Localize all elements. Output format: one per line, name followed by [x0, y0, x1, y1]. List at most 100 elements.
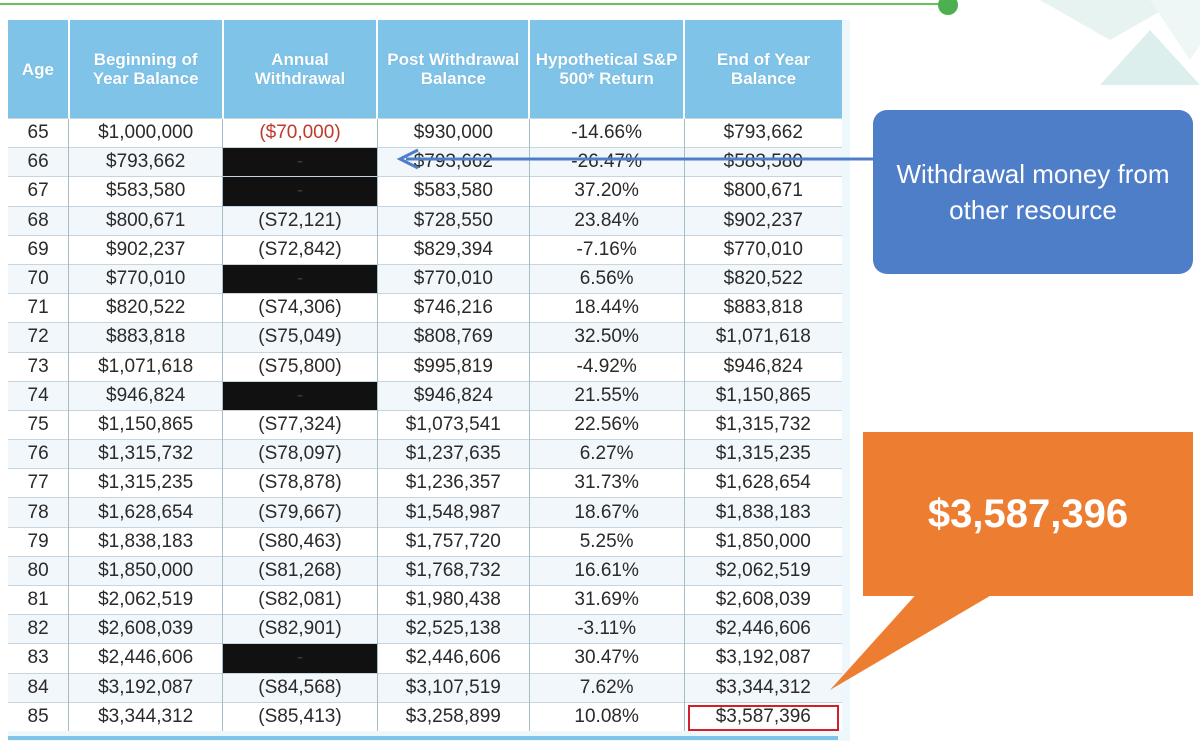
end-balance-cell: $946,824: [684, 351, 842, 382]
beginning-balance-cell: $793,662: [68, 147, 224, 177]
retirement-withdrawal-table: Age Beginning of Year Balance Annual Wit…: [8, 20, 842, 731]
table-row: 79 $1,838,183 (S80,463) $1,757,720 5.25% $1,8…: [8, 526, 842, 557]
return-cell: 10.08%: [529, 701, 685, 731]
post-withdrawal-cell: $1,073,541: [377, 409, 530, 440]
post-withdrawal-cell: $728,550: [377, 205, 530, 236]
beginning-balance-cell: $800,671: [68, 205, 224, 236]
table-row: 84 $3,192,087 (S84,568) $3,107,519 7.62% $3,3…: [8, 672, 842, 703]
post-withdrawal-cell: $583,580: [377, 176, 530, 207]
post-withdrawal-cell: $1,757,720: [377, 526, 530, 557]
withdrawal-cell: -: [222, 263, 378, 294]
withdrawal-cell: -: [222, 147, 378, 177]
header-beginning-balance: Beginning of Year Balance: [68, 20, 224, 119]
beginning-balance-cell: $946,824: [68, 380, 224, 411]
withdrawal-cell: (S85,413): [222, 701, 378, 731]
withdrawal-cell: (S79,667): [222, 497, 378, 528]
table-row: 70 $770,010- $770,010 6.56% $820,522: [8, 263, 842, 294]
age-cell: 67: [8, 176, 70, 207]
end-balance-cell: $2,446,606: [684, 614, 842, 644]
table-row: 74 $946,824- $946,824 21.55% $1,150,865: [8, 380, 842, 411]
end-balance-cell: $1,150,865: [684, 380, 842, 411]
withdrawal-cell: (S75,800): [222, 351, 378, 382]
withdrawal-cell: (S78,878): [222, 468, 378, 498]
return-cell: 30.47%: [529, 643, 685, 674]
end-balance-cell: $902,237: [684, 205, 842, 236]
beginning-balance-cell: $3,192,087: [68, 672, 224, 703]
table-header-row: Age Beginning of Year Balance Annual Wit…: [8, 20, 842, 119]
post-withdrawal-cell: $946,824: [377, 380, 530, 411]
post-withdrawal-cell: $930,000: [377, 117, 530, 148]
end-balance-cell: $1,315,732: [684, 409, 842, 440]
beginning-balance-cell: $902,237: [68, 234, 224, 265]
left-arrow-icon: [396, 148, 882, 170]
return-cell: -14.66%: [529, 117, 685, 148]
blue-callout-box: Withdrawal money from other resource: [873, 110, 1193, 274]
end-balance-cell: $820,522: [684, 263, 842, 294]
withdrawal-cell: (S81,268): [222, 555, 378, 586]
beginning-balance-cell: $1,838,183: [68, 526, 224, 557]
post-withdrawal-cell: $829,394: [377, 234, 530, 265]
retirement-table-panel: Age Beginning of Year Balance Annual Wit…: [8, 20, 850, 741]
return-cell: 31.73%: [529, 468, 685, 498]
table-row: 83 $2,446,606- $2,446,606 30.47% $3,192,087: [8, 643, 842, 674]
post-withdrawal-cell: $1,237,635: [377, 439, 530, 469]
age-cell: 81: [8, 584, 70, 615]
post-withdrawal-cell: $793,662: [377, 147, 530, 177]
age-cell: 77: [8, 468, 70, 498]
beginning-balance-cell: $2,446,606: [68, 643, 224, 674]
age-cell: 83: [8, 643, 70, 674]
withdrawal-cell: (S74,306): [222, 293, 378, 323]
beginning-balance-cell: $2,608,039: [68, 614, 224, 644]
orange-callout-box: $3,587,396: [863, 432, 1193, 596]
beginning-balance-cell: $3,344,312: [68, 701, 224, 731]
end-balance-cell: $1,850,000: [684, 526, 842, 557]
return-cell: 7.62%: [529, 672, 685, 703]
header-sp500-return: Hypothetical S&P 500* Return: [529, 20, 686, 119]
table-row: 78 $1,628,654 (S79,667) $1,548,987 18.67% $1,…: [8, 497, 842, 528]
withdrawal-cell: (S82,901): [222, 614, 378, 644]
beginning-balance-cell: $1,071,618: [68, 351, 224, 382]
return-cell: 37.20%: [529, 176, 685, 207]
end-balance-cell: $1,838,183: [684, 497, 842, 528]
withdrawal-cell: (S80,463): [222, 526, 378, 557]
orange-callout-pointer: [830, 590, 1000, 690]
end-balance-cell: $3,192,087: [684, 643, 842, 674]
end-balance-cell: $583,580: [684, 147, 842, 177]
return-cell: 21.55%: [529, 380, 685, 411]
post-withdrawal-cell: $995,819: [377, 351, 530, 382]
table-row: 85 $3,344,312 (S85,413) $3,258,899 10.08% $3,…: [8, 701, 842, 731]
table-row: 77 $1,315,235 (S78,878) $1,236,357 31.73% $1,…: [8, 468, 842, 498]
age-cell: 76: [8, 439, 70, 469]
end-balance-cell: $3,344,312: [684, 672, 842, 703]
withdrawal-cell: -: [222, 643, 378, 674]
return-cell: -26.47%: [529, 147, 685, 177]
table-row: 81 $2,062,519 (S82,081) $1,980,438 31.69% $2,…: [8, 584, 842, 615]
return-cell: -3.11%: [529, 614, 685, 644]
end-balance-cell: $800,671: [684, 176, 842, 207]
table-row: 71 $820,522 (S74,306) $746,216 18.44% $883,81…: [8, 293, 842, 323]
post-withdrawal-cell: $3,258,899: [377, 701, 530, 731]
end-balance-cell: $1,315,235: [684, 439, 842, 469]
age-cell: 65: [8, 117, 70, 148]
return-cell: 31.69%: [529, 584, 685, 615]
age-cell: 85: [8, 701, 70, 731]
top-accent-dot: [938, 0, 958, 15]
beginning-balance-cell: $1,628,654: [68, 497, 224, 528]
header-age: Age: [8, 20, 70, 119]
withdrawal-cell: (S84,568): [222, 672, 378, 703]
age-cell: 84: [8, 672, 70, 703]
table-bottom-rule: [8, 736, 838, 740]
final-balance-value: $3,587,396: [715, 705, 811, 727]
age-cell: 69: [8, 234, 70, 265]
withdrawal-cell: (S72,842): [222, 234, 378, 265]
withdrawal-cell: (S78,097): [222, 439, 378, 469]
withdrawal-cell: (S82,081): [222, 584, 378, 615]
age-cell: 79: [8, 526, 70, 557]
post-withdrawal-cell: $2,525,138: [377, 614, 530, 644]
final-balance-callout-text: $3,587,396: [927, 491, 1129, 536]
table-row: 75 $1,150,865 (S77,324) $1,073,541 22.56% $1,…: [8, 409, 842, 440]
top-accent-line: [0, 3, 948, 5]
decorative-triangle: [1150, 0, 1200, 60]
age-cell: 73: [8, 351, 70, 382]
age-cell: 68: [8, 205, 70, 236]
